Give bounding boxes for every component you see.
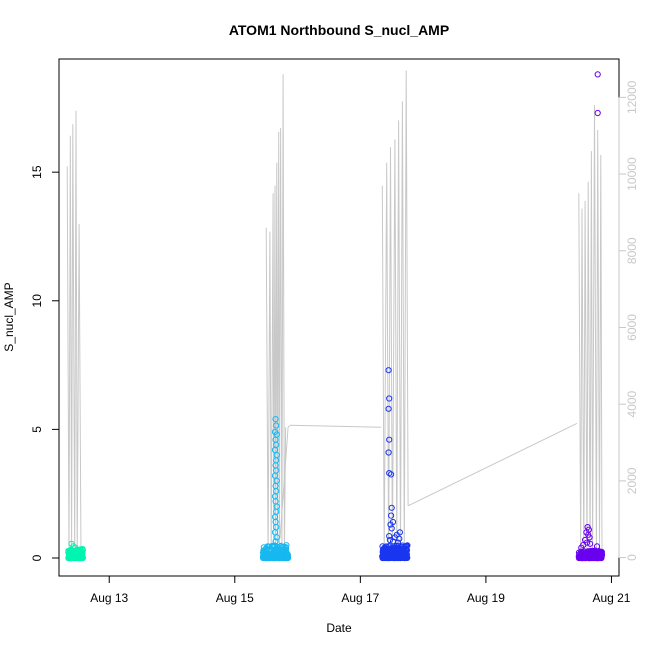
plot-frame xyxy=(58,58,620,577)
data-point xyxy=(272,538,279,545)
data-point xyxy=(388,512,395,519)
data-point xyxy=(594,554,601,562)
data-point xyxy=(385,449,392,456)
data-point xyxy=(273,534,280,541)
data-point xyxy=(379,553,386,560)
series-1 xyxy=(259,416,292,562)
x-tick-label: Aug 13 xyxy=(90,591,128,605)
data-point xyxy=(273,422,280,429)
data-point xyxy=(402,554,410,561)
data-point xyxy=(594,71,601,78)
line-segment-0 xyxy=(66,110,83,558)
data-point xyxy=(385,367,392,374)
scatter-points xyxy=(65,71,606,562)
y-tick-label: 10 xyxy=(30,294,44,308)
data-point xyxy=(580,551,587,558)
line-segment-4 xyxy=(381,70,409,558)
data-point xyxy=(594,109,601,117)
data-point xyxy=(282,546,289,554)
data-point xyxy=(270,554,277,562)
data-point xyxy=(388,471,395,478)
data-point xyxy=(403,547,410,554)
chart-title: ATOM1 Northbound S_nucl_AMP xyxy=(229,22,449,38)
series-0 xyxy=(65,540,86,562)
x-tick-label: Aug 19 xyxy=(467,591,505,605)
data-point xyxy=(265,547,272,554)
data-point xyxy=(274,551,282,558)
data-point xyxy=(587,549,594,557)
data-point xyxy=(593,543,601,550)
data-point xyxy=(394,539,402,546)
data-point xyxy=(74,547,81,554)
data-point xyxy=(578,544,585,551)
data-point xyxy=(386,533,393,540)
y-axis-label: S_nucl_AMP xyxy=(2,282,16,351)
gray-line-series xyxy=(66,70,603,558)
axes: Aug 13 Aug 15 Aug 17 Aug 19 Aug 21 0 5 10 15 0 200… xyxy=(30,80,639,605)
data-point xyxy=(262,554,269,561)
data-point xyxy=(385,543,393,550)
line-segment-3 xyxy=(289,424,382,428)
data-point xyxy=(72,554,79,561)
y2-tick-label: 12000 xyxy=(625,80,639,114)
line-segment-5 xyxy=(407,422,578,507)
data-point xyxy=(388,504,395,511)
data-point xyxy=(586,534,593,541)
data-point xyxy=(387,521,394,528)
y-tick-label: 15 xyxy=(30,165,44,179)
data-point xyxy=(386,436,393,443)
data-point xyxy=(379,549,386,556)
x-tick-label: Aug 15 xyxy=(216,591,254,605)
data-point xyxy=(67,554,74,562)
data-point xyxy=(396,535,403,542)
y2-tick-label: 2000 xyxy=(625,467,639,494)
data-point xyxy=(383,543,390,550)
series-3 xyxy=(575,71,606,562)
data-point xyxy=(396,545,403,552)
data-point xyxy=(587,540,594,547)
data-point xyxy=(276,554,283,561)
line-segment-1 xyxy=(279,424,291,539)
data-point xyxy=(385,405,392,412)
line-segment-2 xyxy=(265,74,287,558)
y-tick-label: 5 xyxy=(30,426,44,433)
x-tick-label: Aug 21 xyxy=(592,591,630,605)
data-point xyxy=(386,554,393,562)
data-point xyxy=(273,503,280,510)
x-axis-label: Date xyxy=(326,621,352,635)
line-segment-6 xyxy=(578,104,603,558)
y2-tick-label: 0 xyxy=(625,554,639,561)
y2-tick-label: 4000 xyxy=(625,391,639,418)
data-point xyxy=(388,525,395,532)
y2-tick-label: 6000 xyxy=(625,314,639,341)
y2-tick-label: 10000 xyxy=(625,157,639,191)
series-2 xyxy=(379,367,411,562)
data-point xyxy=(276,548,283,555)
y2-tick-label: 8000 xyxy=(625,237,639,264)
y-tick-label: 0 xyxy=(30,554,44,561)
x-tick-label: Aug 17 xyxy=(341,591,379,605)
data-point xyxy=(386,536,393,544)
data-point xyxy=(386,395,393,402)
data-point xyxy=(77,552,85,559)
data-point xyxy=(272,416,279,423)
data-point xyxy=(283,554,290,562)
data-point xyxy=(576,554,583,561)
data-point xyxy=(395,542,402,549)
